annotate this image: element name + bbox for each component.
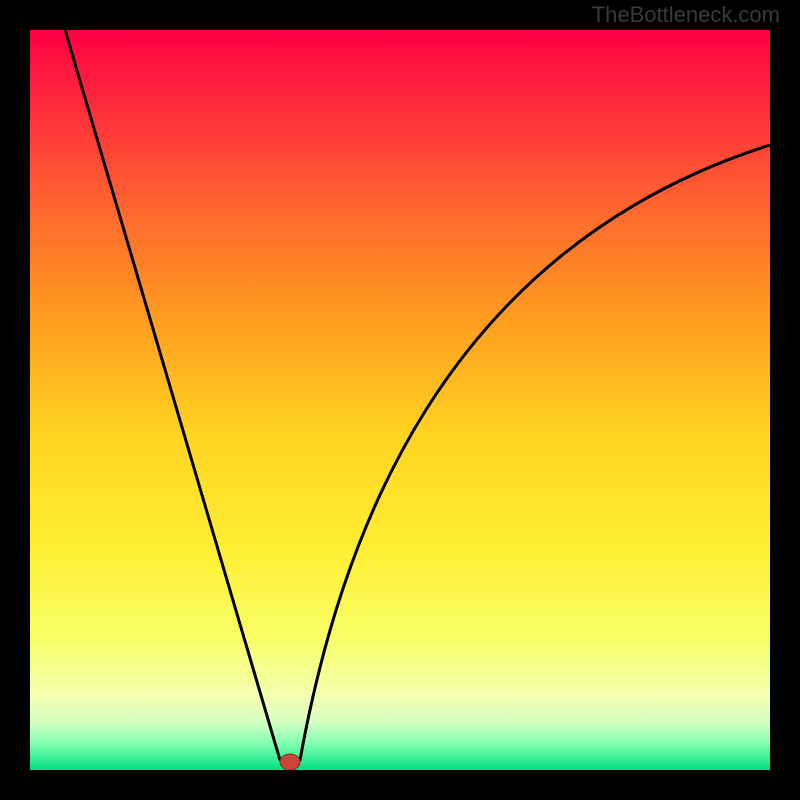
plot-background bbox=[30, 30, 770, 770]
bottleneck-chart bbox=[0, 0, 800, 800]
attribution-text: TheBottleneck.com bbox=[592, 2, 780, 28]
chart-frame: TheBottleneck.com bbox=[0, 0, 800, 800]
optimal-point-marker bbox=[280, 754, 300, 770]
